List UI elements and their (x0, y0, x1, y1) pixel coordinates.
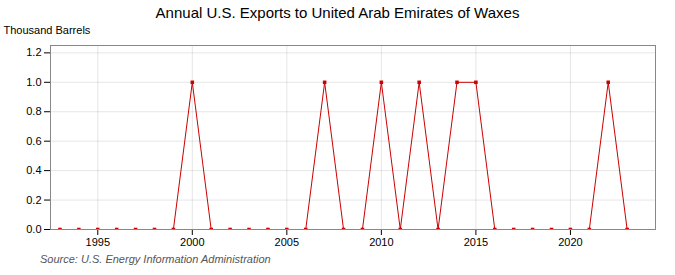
svg-text:1.2: 1.2 (26, 46, 41, 58)
svg-text:Thousand Barrels: Thousand Barrels (4, 24, 91, 36)
svg-text:0.6: 0.6 (26, 135, 41, 147)
svg-text:1.0: 1.0 (26, 76, 41, 88)
svg-text:2005: 2005 (275, 236, 299, 248)
svg-text:0.0: 0.0 (26, 223, 41, 235)
html-text:Source: U.S. Energy Informatio: Source: U.S. Energy Information Administ… (40, 253, 271, 265)
html-text:Annual U.S. Exports to United: Annual U.S. Exports to United Arab Emira… (155, 4, 520, 21)
svg-text:0.8: 0.8 (26, 105, 41, 117)
svg-text:2010: 2010 (369, 236, 393, 248)
svg-text:1995: 1995 (86, 236, 110, 248)
svg-text:0.2: 0.2 (26, 194, 41, 206)
svg-text:2015: 2015 (464, 236, 488, 248)
svg-text:2000: 2000 (180, 236, 204, 248)
svg-text:0.4: 0.4 (26, 164, 41, 176)
svg-text:2020: 2020 (558, 236, 582, 248)
